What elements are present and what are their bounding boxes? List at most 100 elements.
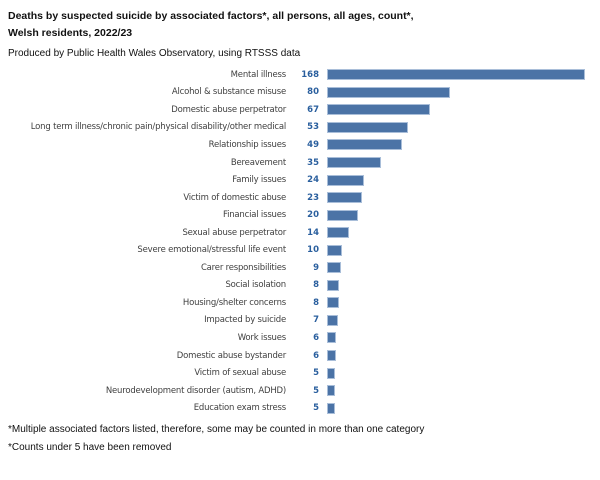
bar [327,121,409,133]
chart-title-line1: Deaths by suspected suicide by associate… [8,10,414,22]
chart-row: Financial issues 20 [0,206,600,224]
chart-row: Social isolation 8 [0,277,600,295]
value-label: 49 [307,139,319,150]
value-label: 5 [313,368,319,379]
bar [327,367,335,379]
chart-subtitle: Produced by Public Health Wales Observat… [8,48,301,59]
category-label: Alcohol & substance misuse [171,87,286,98]
value-label: 67 [307,104,319,115]
chart-row: Housing/shelter concerns 8 [0,294,600,312]
category-label: Sexual abuse perpetrator [182,227,286,238]
bar [327,350,337,362]
bar-area [327,192,600,204]
value-label: 6 [313,332,319,343]
bar-area [327,157,600,168]
chart-row: Relationship issues 49 [0,136,600,154]
bar-area [327,350,600,362]
chart-row: Carer responsibilities 9 [0,259,600,277]
value-label: 168 [301,69,319,80]
bar [327,262,341,274]
category-label: Victim of sexual abuse [194,368,286,379]
category-label: Bereavement [230,157,286,168]
value-label: 7 [313,315,319,326]
chart-row: Domestic abuse bystander 6 [0,347,600,365]
category-label: Mental illness [230,69,287,80]
chart-row: Sexual abuse perpetrator 14 [0,224,600,242]
bar [327,192,363,204]
bar-area [327,314,600,326]
bar [327,297,340,309]
chart-row: Neurodevelopment disorder (autism, ADHD)… [0,382,600,400]
chart-row: Education exam stress 5 [0,399,600,417]
value-label: 9 [313,262,319,273]
chart-row: Impacted by suicide 7 [0,312,600,330]
chart-title-line2: Welsh residents, 2022/23 [8,27,133,39]
value-label: 53 [307,122,319,133]
category-label: Carer responsibilities [200,262,286,273]
value-label: 20 [307,210,319,221]
category-label: Education exam stress [193,403,286,414]
bar-area [327,332,600,344]
chart-row: Victim of domestic abuse 23 [0,189,600,207]
value-label: 8 [313,280,319,291]
value-label: 24 [307,175,319,186]
value-label: 5 [313,385,319,396]
bar [327,227,349,239]
bar-area [327,139,600,151]
value-label: 80 [307,87,319,98]
category-label: Neurodevelopment disorder (autism, ADHD) [105,385,286,396]
bar-area [327,227,600,239]
chart-row: Severe emotional/stressful life event 10 [0,241,600,259]
category-label: Social isolation [225,280,286,291]
bar [327,174,364,186]
chart-row: Long term illness/chronic pain/physical … [0,119,600,137]
chart-row: Mental illness 168 [0,66,600,84]
category-label: Relationship issues [208,139,287,150]
bar [327,86,450,98]
bar [327,279,340,291]
category-label: Domestic abuse perpetrator [171,104,286,115]
bar-area [327,104,600,116]
bar [327,69,585,81]
footnotes: *Multiple associated factors listed, the… [8,421,424,457]
bar-area [327,367,600,379]
chart-row: Work issues 6 [0,329,600,347]
bar-area [327,69,600,81]
bar-area [327,209,600,221]
chart-row: Domestic abuse perpetrator 67 [0,101,600,119]
chart-row: Family issues 24 [0,171,600,189]
category-label: Domestic abuse bystander [176,350,286,361]
footnote-2: *Counts under 5 have been removed [8,442,172,453]
value-label: 5 [313,403,319,414]
bar-area [327,297,600,309]
bar [327,332,337,344]
bar-area [327,385,600,397]
bar-chart: Mental illness 168 Alcohol & substance mis… [0,66,600,417]
footnote-1: *Multiple associated factors listed, the… [8,424,425,435]
bar-area [327,279,600,291]
bar-area [327,86,600,98]
bar [327,244,343,256]
chart-title: Deaths by suspected suicide by associate… [8,8,414,42]
chart-row: Alcohol & substance misuse 80 [0,84,600,102]
bar [327,385,335,397]
category-label: Work issues [237,332,286,343]
category-label: Victim of domestic abuse [183,192,286,203]
bar [327,104,430,116]
value-label: 8 [313,297,319,308]
category-label: Financial issues [223,210,286,221]
category-label: Family issues [232,175,286,186]
bar [327,314,338,326]
value-label: 10 [307,245,319,256]
value-label: 6 [313,350,319,361]
bar-area [327,244,600,256]
bar-area [327,121,600,133]
bar-area [327,262,600,274]
bar [327,139,403,151]
bar [327,402,335,414]
bar-area [327,174,600,186]
value-label: 35 [307,157,319,168]
category-label: Housing/shelter concerns [182,297,286,308]
bar [327,209,358,221]
